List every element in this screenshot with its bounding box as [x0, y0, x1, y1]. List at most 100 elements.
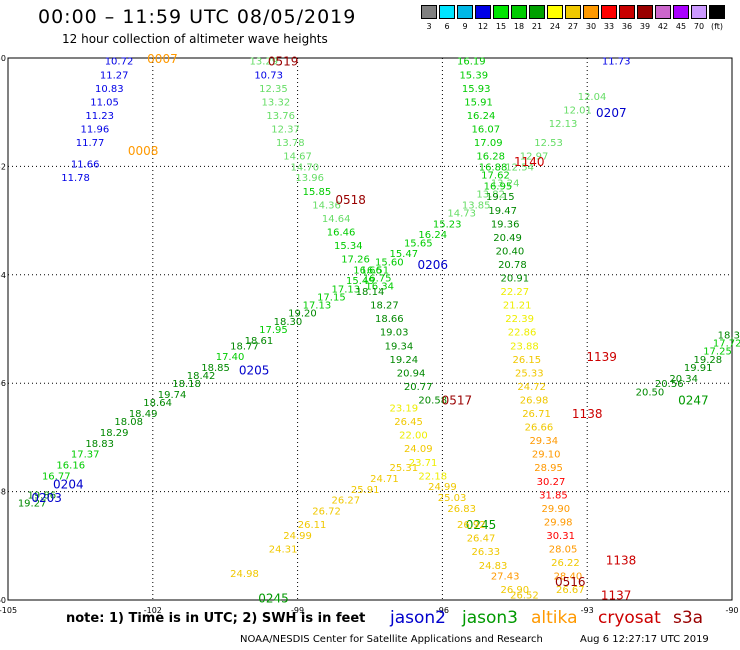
pass-time-label: 0207: [596, 106, 627, 120]
wave-height-value: 19.20: [288, 309, 317, 320]
wave-height-value: 12.13: [549, 119, 578, 130]
wave-height-value: 18.14: [356, 287, 385, 298]
wave-height-value: 19.24: [389, 355, 418, 366]
y-tick-label: -58: [0, 488, 6, 497]
wave-height-value: 15.65: [404, 238, 433, 249]
wave-height-value: 20.94: [397, 368, 426, 379]
pass-time-label: 0206: [417, 258, 448, 272]
wave-height-value: 18.27: [370, 301, 399, 312]
credit-line: NOAA/NESDIS Center for Satellite Applica…: [240, 634, 543, 645]
legend-label: 18: [513, 22, 525, 31]
x-tick-label: -105: [0, 606, 17, 615]
wave-height-value: 11.77: [76, 138, 105, 149]
legend-label: 39: [639, 22, 651, 31]
wave-height-value: 16.75: [363, 274, 392, 285]
wave-height-value: 12.01: [563, 105, 592, 116]
wave-height-value: 26.52: [510, 591, 539, 602]
pass-time-label: 0008: [128, 144, 159, 158]
wave-height-value: 19.27: [18, 498, 47, 509]
wave-height-value: 17.15: [317, 292, 346, 303]
wave-height-value: 19.15: [486, 192, 515, 203]
generated-timestamp: Aug 6 12:27:17 UTC 2019: [580, 634, 709, 645]
wave-height-value: 26.22: [551, 558, 580, 569]
wave-height-value: 15.39: [459, 70, 488, 81]
pass-time-label: 0245: [466, 518, 497, 532]
wave-height-value: 16.95: [484, 181, 513, 192]
footnote: note: 1) Time is in UTC; 2) SWH is in fe…: [66, 611, 366, 626]
wave-height-value: 24.99: [283, 531, 312, 542]
wave-height-value: 19.34: [385, 341, 414, 352]
wave-height-value: 15.34: [334, 241, 363, 252]
wave-height-value: 10.83: [95, 84, 124, 95]
wave-height-value: 26.11: [298, 520, 327, 531]
wave-height-value: 18.85: [201, 363, 230, 374]
wave-height-value: 20.58: [418, 395, 447, 406]
wave-height-value: 11.66: [71, 160, 100, 171]
wave-height-value: 18.66: [375, 314, 404, 325]
wave-height-value: 13.82: [476, 190, 505, 201]
wave-height-value: 17.13: [332, 284, 361, 295]
legend-swatch: [637, 5, 653, 19]
wave-height-value: 13.78: [276, 138, 305, 149]
pass-time-label: 0519: [268, 55, 299, 69]
y-tick-label: -60: [0, 596, 6, 605]
wave-height-value: 26.92: [457, 520, 486, 531]
wave-height-value: 11.78: [61, 173, 90, 184]
wave-height-value: 24.98: [230, 569, 259, 580]
satellite-label-jason2: jason2: [390, 608, 446, 628]
wave-height-value: 15.60: [375, 257, 404, 268]
wave-height-value: 19.36: [491, 219, 520, 230]
legend-label: 36: [621, 22, 633, 31]
legend-label: 15: [495, 22, 507, 31]
wave-height-value: 24.72: [517, 382, 546, 393]
wave-height-value: 20.49: [493, 233, 522, 244]
wave-height-value: 18.30: [718, 330, 740, 341]
wave-height-value: 26.45: [394, 417, 423, 428]
pass-time-label: 0204: [53, 477, 84, 491]
wave-height-value: 17.95: [259, 325, 288, 336]
y-tick-label: -50: [0, 54, 6, 63]
wave-height-value: 23.71: [409, 458, 438, 469]
wave-height-value: 21.21: [503, 301, 532, 312]
wave-height-value: 22.86: [508, 328, 537, 339]
wave-height-value: 17.26: [341, 255, 370, 266]
wave-height-value: 13.32: [262, 97, 291, 108]
pass-time-label: 0205: [239, 364, 270, 378]
wave-height-value: 18.61: [245, 336, 274, 347]
legend-swatch: [493, 5, 509, 19]
legend-swatch: [619, 5, 635, 19]
legend-label: 24: [549, 22, 561, 31]
wave-height-value: 19.03: [380, 328, 409, 339]
wave-height-value: 18.30: [274, 317, 303, 328]
satellite-label-altika: altika: [531, 608, 578, 628]
wave-height-value: 12.35: [259, 84, 288, 95]
pass-time-label: 1140: [514, 155, 545, 169]
wave-height-value: 13.85: [462, 200, 491, 211]
wave-height-value: 14.67: [283, 152, 312, 163]
wave-height-value: 24.31: [269, 545, 298, 556]
page-subtitle: 12 hour collection of altimeter wave hei…: [62, 32, 328, 46]
wave-height-value: 11.96: [81, 124, 110, 135]
wave-height-value: 29.90: [542, 504, 571, 515]
wave-height-value: 18.18: [172, 379, 201, 390]
wave-height-value: 26.67: [556, 585, 585, 596]
wave-height-value: 16.88: [479, 162, 508, 173]
wave-height-value: 12.37: [271, 124, 300, 135]
wave-height-value: 11.05: [90, 97, 119, 108]
wave-height-value: 26.71: [522, 409, 551, 420]
wave-height-value: 11.23: [85, 111, 114, 122]
legend-swatch: [601, 5, 617, 19]
wave-height-value: 14.64: [322, 214, 351, 225]
legend-swatch: [691, 5, 707, 19]
pass-time-label: 0518: [335, 193, 366, 207]
wave-height-value: 16.24: [418, 230, 447, 241]
wave-height-value: 26.33: [472, 547, 501, 558]
pass-time-label: 0245: [258, 591, 289, 605]
wave-height-value: 18.64: [143, 398, 172, 409]
wave-height-value: 25.33: [515, 368, 544, 379]
satellite-label-s3a: s3a: [673, 608, 704, 628]
legend-swatch: [439, 5, 455, 19]
wave-height-value: 17.13: [303, 301, 332, 312]
wave-height-value: 15.85: [303, 187, 332, 198]
